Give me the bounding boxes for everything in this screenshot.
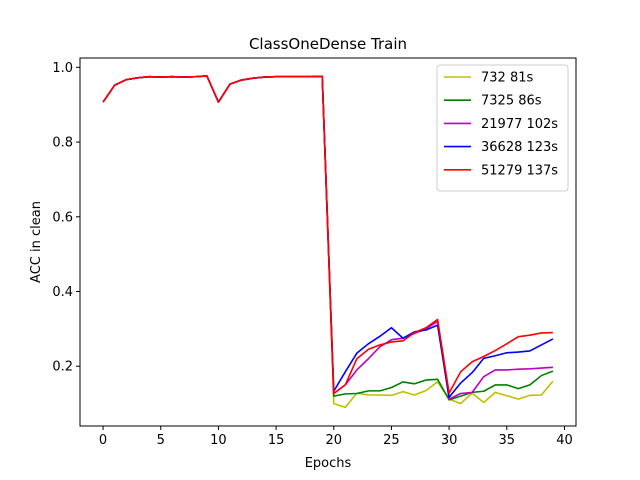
- y-tick-label: 0.8: [52, 136, 73, 151]
- y-tick-label: 0.4: [52, 285, 73, 300]
- chart-title: ClassOneDense Train: [249, 35, 407, 53]
- x-tick-label: 35: [499, 433, 516, 448]
- x-tick-label: 0: [99, 433, 107, 448]
- y-tick-label: 1.0: [52, 61, 73, 76]
- legend: 732 81s 7325 86s 21977 102s 36628 123s 51279…: [436, 64, 569, 192]
- y-tick-label: 0.2: [52, 360, 73, 375]
- x-axis: 0 5 10 15 20 25 30 35 40: [99, 426, 573, 448]
- legend-label: 7325 86s: [481, 94, 542, 109]
- legend-label: 21977 102s: [481, 117, 558, 132]
- series-line-5: [102, 75, 553, 395]
- legend-label: 732 81s: [481, 71, 533, 86]
- y-axis: 0.2 0.4 0.6 0.8 1.0: [52, 61, 80, 375]
- x-tick-label: 5: [157, 433, 165, 448]
- legend-label: 51279 137s: [481, 163, 558, 178]
- x-tick-label: 30: [441, 433, 458, 448]
- plot-area: [102, 75, 554, 409]
- x-tick-label: 10: [210, 433, 227, 448]
- y-axis-label: ACC in clean: [29, 201, 44, 283]
- x-tick-label: 15: [268, 433, 285, 448]
- y-tick-label: 0.6: [52, 210, 73, 225]
- x-axis-label: Epochs: [305, 456, 352, 471]
- plot-frame: [79, 57, 577, 427]
- x-tick-label: 25: [383, 433, 400, 448]
- x-tick-label: 20: [325, 433, 342, 448]
- legend-box: [436, 64, 569, 192]
- legend-label: 36628 123s: [481, 140, 558, 155]
- x-tick-label: 40: [556, 433, 573, 448]
